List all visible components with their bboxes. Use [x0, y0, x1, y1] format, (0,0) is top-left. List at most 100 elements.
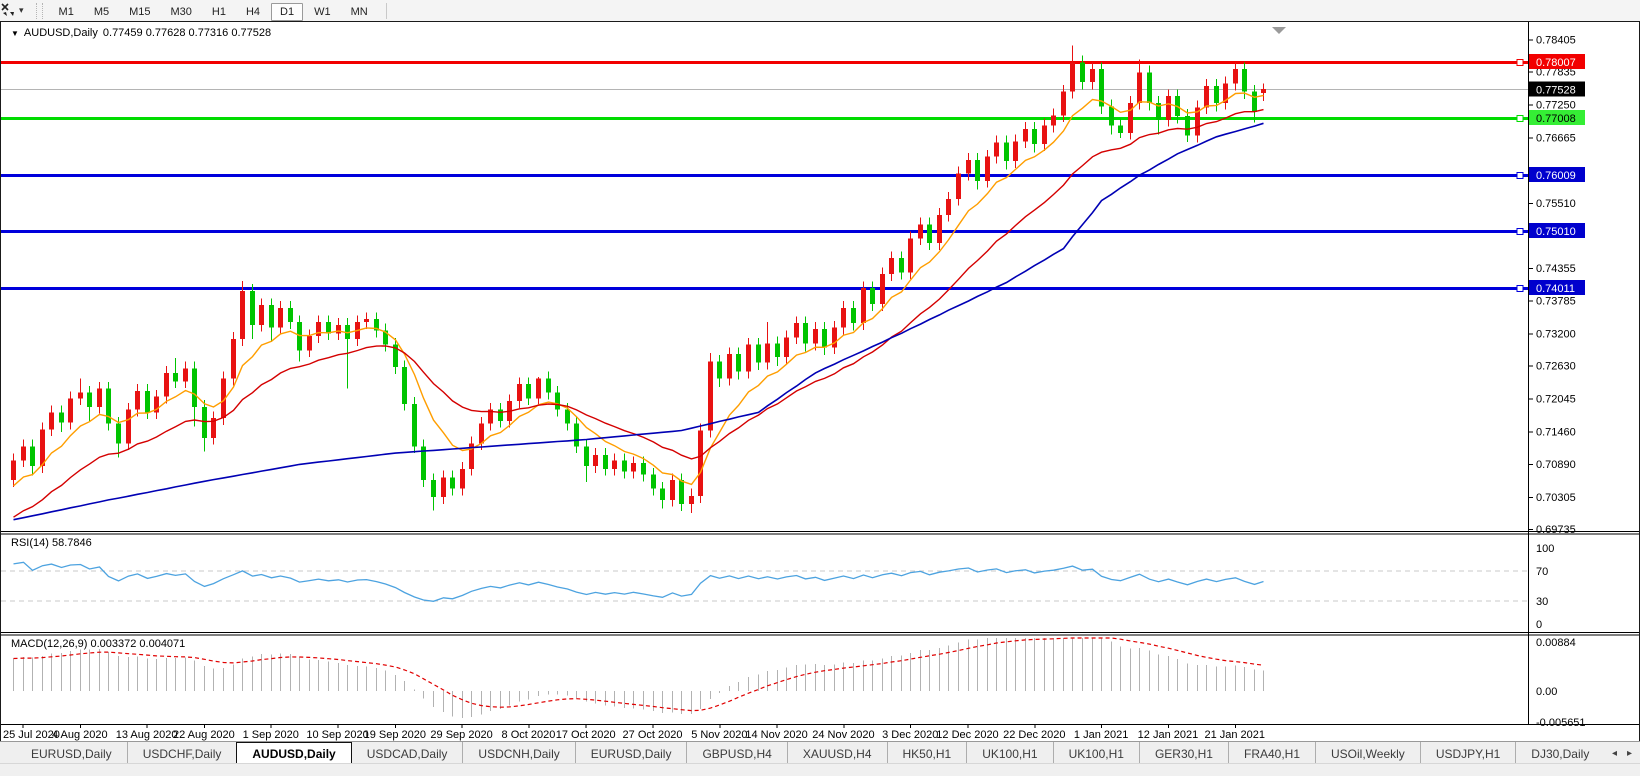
svg-text:8 Oct 2020: 8 Oct 2020: [502, 729, 556, 741]
timeframe-button-m15[interactable]: M15: [129, 5, 151, 18]
svg-text:0.77528: 0.77528: [1536, 85, 1576, 97]
svg-text:100: 100: [1536, 543, 1554, 555]
svg-text:19 Sep 2020: 19 Sep 2020: [364, 729, 426, 741]
svg-text:25 Jul 2020: 25 Jul 2020: [3, 729, 60, 741]
chart-ohlc-values: 0.77459 0.77628 0.77316 0.77528: [102, 27, 272, 39]
timeframe-button-h1[interactable]: H1: [211, 5, 226, 18]
svg-text:0.73785: 0.73785: [1536, 295, 1576, 307]
svg-text:0.77835: 0.77835: [1536, 67, 1576, 79]
svg-text:0.74011: 0.74011: [1536, 283, 1575, 295]
ma-slow-line: [13, 122, 1264, 521]
svg-text:0.73200: 0.73200: [1536, 328, 1576, 340]
svg-text:0.00884: 0.00884: [1536, 637, 1576, 649]
ma-mid-line: [13, 108, 1264, 518]
svg-text:22 Aug 2020: 22 Aug 2020: [173, 729, 235, 741]
svg-text:3 Dec 2020: 3 Dec 2020: [882, 729, 938, 741]
svg-text:0.76665: 0.76665: [1536, 133, 1576, 145]
svg-text:24 Nov 2020: 24 Nov 2020: [812, 729, 874, 741]
chart-tab-uk100-h1[interactable]: UK100,H1: [1052, 742, 1139, 764]
chart-tab-usdchf-daily[interactable]: USDCHF,Daily: [126, 742, 237, 764]
macd-indicator-label: MACD(12,26,9) 0.003372 0.004071: [11, 638, 186, 650]
tab-scroll-right-icon[interactable]: ▸: [1626, 747, 1632, 759]
chart-tab-hk50-h1[interactable]: HK50,H1: [886, 742, 967, 764]
timeframe-button-w1[interactable]: W1: [314, 5, 331, 18]
svg-text:0.69735: 0.69735: [1536, 524, 1576, 536]
chart-tab-dj30-daily[interactable]: DJ30,Daily: [1515, 742, 1604, 764]
chart-tabs-bar: EURUSD,Daily USDCHF,Daily AUDUSD,Daily USDC…: [0, 741, 1640, 764]
chart-tab-fra40-h1[interactable]: FRA40,H1: [1227, 742, 1315, 764]
svg-text:0.72045: 0.72045: [1536, 394, 1576, 406]
toolbar-separator: [35, 2, 43, 19]
tool-dropdown-icon[interactable]: ▾: [19, 5, 24, 15]
rsi-indicator-label: RSI(14) 58.7846: [11, 537, 92, 549]
svg-text:70: 70: [1536, 566, 1548, 578]
chart-frame: [1, 22, 1639, 725]
chart-tab-uk100-h1[interactable]: UK100,H1: [966, 742, 1052, 764]
svg-text:0.71460: 0.71460: [1536, 427, 1576, 439]
rsi-line: [13, 561, 1264, 602]
svg-text:0.78405: 0.78405: [1536, 34, 1576, 46]
svg-text:29 Sep 2020: 29 Sep 2020: [430, 729, 492, 741]
chart-tab-eurusd-daily[interactable]: EURUSD,Daily: [574, 742, 687, 764]
chart-tab-usoil-weekly[interactable]: USOil,Weekly: [1315, 742, 1420, 764]
svg-text:-0.005651: -0.005651: [1536, 717, 1586, 729]
svg-text:0.70305: 0.70305: [1536, 492, 1576, 504]
svg-text:17 Oct 2020: 17 Oct 2020: [556, 729, 616, 741]
ma-fast-line: [13, 92, 1264, 487]
chart-tab-usdjpy-h1[interactable]: USDJPY,H1: [1419, 742, 1515, 764]
status-bar: [0, 763, 1640, 776]
svg-text:12 Dec 2020: 12 Dec 2020: [936, 729, 998, 741]
timeframe-button-d1[interactable]: D1: [271, 2, 304, 21]
svg-text:0.74355: 0.74355: [1536, 263, 1576, 275]
svg-text:27 Oct 2020: 27 Oct 2020: [623, 729, 683, 741]
timeframe-button-h4[interactable]: H4: [245, 5, 261, 18]
svg-text:0.72630: 0.72630: [1536, 361, 1576, 373]
toolbar-divider: [385, 2, 387, 19]
chart-title: ▼ AUDUSD,Daily 0.77459 0.77628 0.77316 0…: [11, 27, 271, 39]
crosshair-tool-icon[interactable]: [1, 3, 17, 18]
chart-tab-usdcnh-daily[interactable]: USDCNH,Daily: [462, 742, 574, 764]
svg-text:0.77250: 0.77250: [1536, 100, 1576, 112]
svg-text:0.75510: 0.75510: [1536, 198, 1576, 210]
svg-text:13 Aug 2020: 13 Aug 2020: [116, 729, 178, 741]
price-axis: 0.78405 0.77835 0.77250 0.76665 0.75510 0.743…: [1528, 34, 1585, 536]
timeframe-button-m30[interactable]: M30: [170, 5, 192, 18]
timeframe-buttons: M1 M5 M15 M30 H1 H4 D1 W1 MN: [49, 2, 378, 21]
macd-pane: 0.00884 0.00 -0.005651: [13, 637, 1586, 729]
chart-tab-audusd-daily[interactable]: AUDUSD,Daily: [236, 742, 352, 764]
horizontal-level-lines[interactable]: [1, 59, 1528, 292]
chart-window[interactable]: 0.78405 0.77835 0.77250 0.76665 0.75510 0.743…: [0, 21, 1640, 742]
svg-text:0.78007: 0.78007: [1536, 57, 1576, 69]
chart-tab-usdcad-daily[interactable]: USDCAD,Daily: [366, 746, 448, 761]
svg-text:0.77008: 0.77008: [1536, 113, 1576, 125]
chart-symbol-label: AUDUSD,Daily: [23, 27, 98, 39]
rsi-pane: 100 70 30 0: [1, 543, 1554, 631]
macd-signal-line: [13, 637, 1264, 712]
chart-tab-ger30-h1[interactable]: GER30,H1: [1138, 742, 1228, 764]
chart-tabs: EURUSD,Daily USDCHF,Daily AUDUSD,Daily USDC…: [0, 742, 1604, 764]
timeframe-button-m1[interactable]: M1: [58, 5, 74, 18]
chart-collapse-icon[interactable]: ▼: [11, 28, 19, 38]
toolbar-left-group: ▾: [0, 2, 49, 19]
chart-tab-gbpusd-h4[interactable]: GBPUSD,H4: [686, 742, 786, 764]
timeframe-button-m5[interactable]: M5: [93, 5, 110, 18]
svg-text:1 Jan 2021: 1 Jan 2021: [1074, 729, 1128, 741]
chart-tab-eurusd-daily[interactable]: EURUSD,Daily: [31, 746, 112, 761]
top-toolbar: ▾ M1 M5 M15 M30 H1 H4 D1 W1 MN: [0, 0, 1640, 22]
svg-text:30: 30: [1536, 596, 1548, 608]
svg-text:5 Nov 2020: 5 Nov 2020: [691, 729, 747, 741]
svg-text:22 Dec 2020: 22 Dec 2020: [1003, 729, 1065, 741]
svg-text:4 Aug 2020: 4 Aug 2020: [52, 729, 108, 741]
chart-tab-xauusd-h4[interactable]: XAUUSD,H4: [786, 742, 887, 764]
svg-text:12 Jan 2021: 12 Jan 2021: [1138, 729, 1199, 741]
timeframe-button-mn[interactable]: MN: [350, 5, 368, 18]
svg-text:1 Sep 2020: 1 Sep 2020: [243, 729, 299, 741]
candles: [11, 45, 1266, 513]
svg-text:21 Jan 2021: 21 Jan 2021: [1204, 729, 1265, 741]
svg-text:0.76009: 0.76009: [1536, 170, 1576, 182]
tab-scroll-left-icon[interactable]: ◂: [1611, 747, 1617, 759]
svg-text:10 Sep 2020: 10 Sep 2020: [306, 729, 368, 741]
price-chart-canvas[interactable]: 0.78405 0.77835 0.77250 0.76665 0.75510 0.743…: [1, 22, 1639, 741]
scroll-shift-marker-icon[interactable]: [1272, 27, 1286, 34]
